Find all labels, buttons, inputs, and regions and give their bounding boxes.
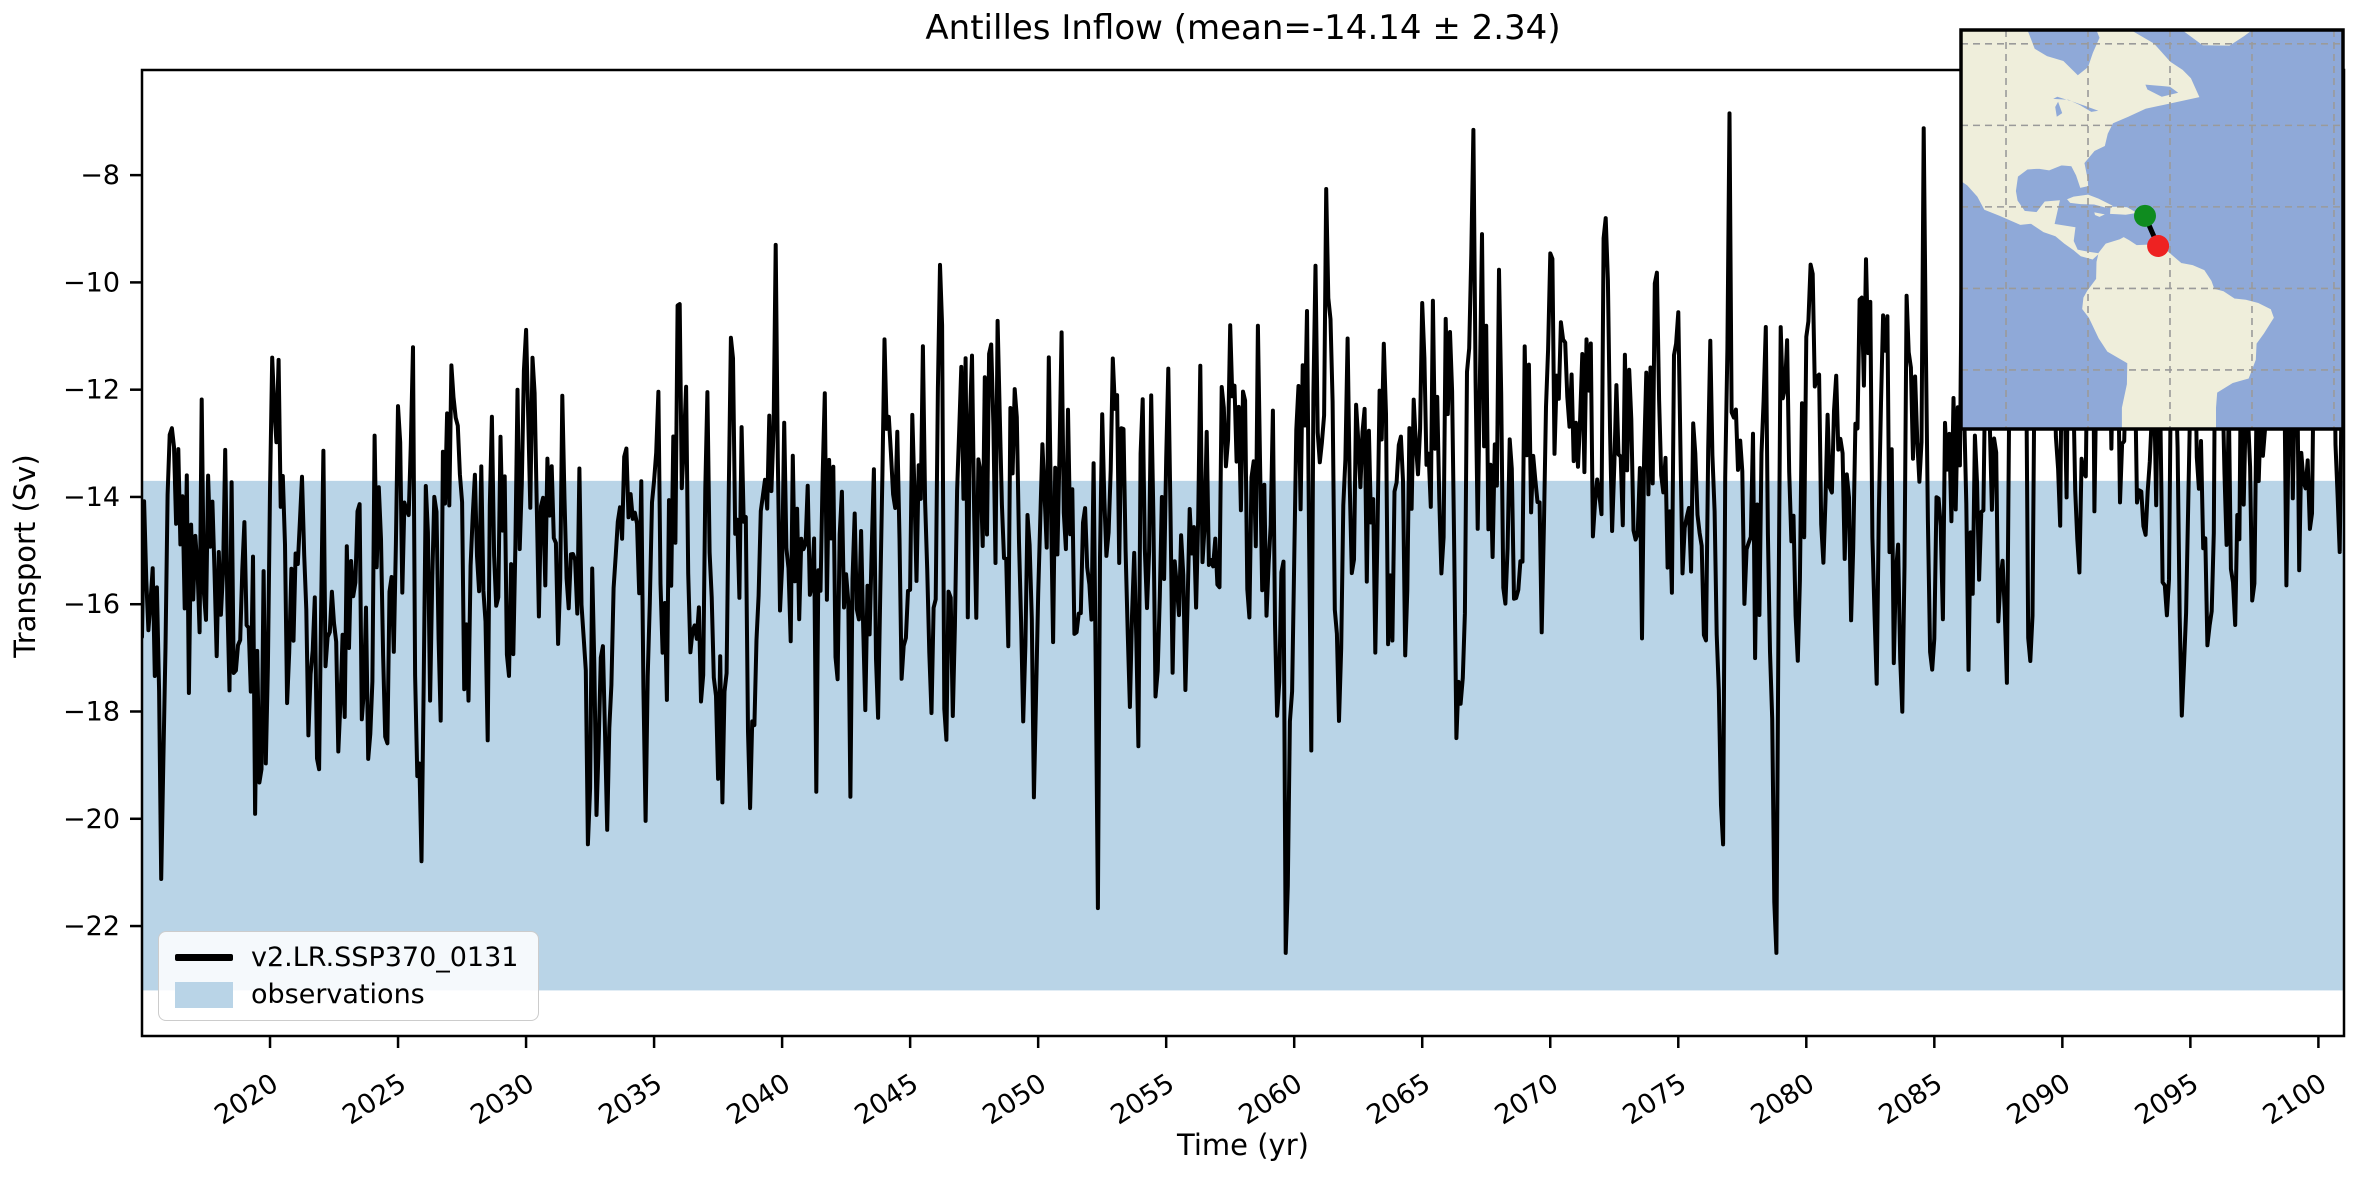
svg-text:2020: 2020: [209, 1068, 284, 1131]
model-line-swatch: [175, 954, 233, 961]
svg-text:−20: −20: [63, 804, 120, 835]
svg-text:2075: 2075: [1618, 1068, 1693, 1131]
legend-item-label: observations: [251, 979, 425, 1010]
legend-item-observations: observations: [175, 981, 518, 1008]
svg-text:2080: 2080: [1746, 1068, 1821, 1131]
legend-item-label: v2.LR.SSP370_0131: [251, 942, 519, 973]
x-axis-label: Time (yr): [1177, 1128, 1309, 1162]
svg-text:−14: −14: [63, 482, 120, 513]
svg-text:2025: 2025: [337, 1068, 412, 1131]
svg-text:2090: 2090: [2002, 1068, 2077, 1131]
south-endpoint-marker: [2147, 235, 2170, 258]
svg-text:−8: −8: [80, 160, 120, 191]
y-axis-label: Transport (Sv): [8, 454, 42, 658]
svg-text:2030: 2030: [465, 1068, 540, 1131]
svg-text:2065: 2065: [1362, 1068, 1437, 1131]
svg-text:2100: 2100: [2258, 1068, 2333, 1131]
north-endpoint-marker: [2133, 204, 2156, 227]
svg-text:2085: 2085: [1874, 1068, 1949, 1131]
svg-text:−18: −18: [63, 696, 120, 727]
svg-text:−12: −12: [63, 375, 120, 406]
svg-text:−16: −16: [63, 589, 120, 620]
svg-text:2060: 2060: [1234, 1068, 1309, 1131]
svg-text:2095: 2095: [2130, 1068, 2205, 1131]
svg-text:−22: −22: [63, 911, 120, 942]
inset-map: [1959, 28, 2345, 431]
legend-item-model: v2.LR.SSP370_0131: [175, 944, 518, 971]
observations-patch-swatch: [175, 981, 233, 1008]
svg-text:2035: 2035: [593, 1068, 668, 1131]
chart-title: Antilles Inflow (mean=-14.14 ± 2.34): [925, 8, 1561, 48]
svg-text:−10: −10: [63, 267, 120, 298]
svg-text:2055: 2055: [1105, 1068, 1180, 1131]
svg-text:2070: 2070: [1490, 1068, 1565, 1131]
legend: v2.LR.SSP370_0131 observations: [158, 931, 540, 1021]
svg-text:2050: 2050: [977, 1068, 1052, 1131]
svg-text:2045: 2045: [849, 1068, 924, 1131]
svg-text:2040: 2040: [721, 1068, 796, 1131]
